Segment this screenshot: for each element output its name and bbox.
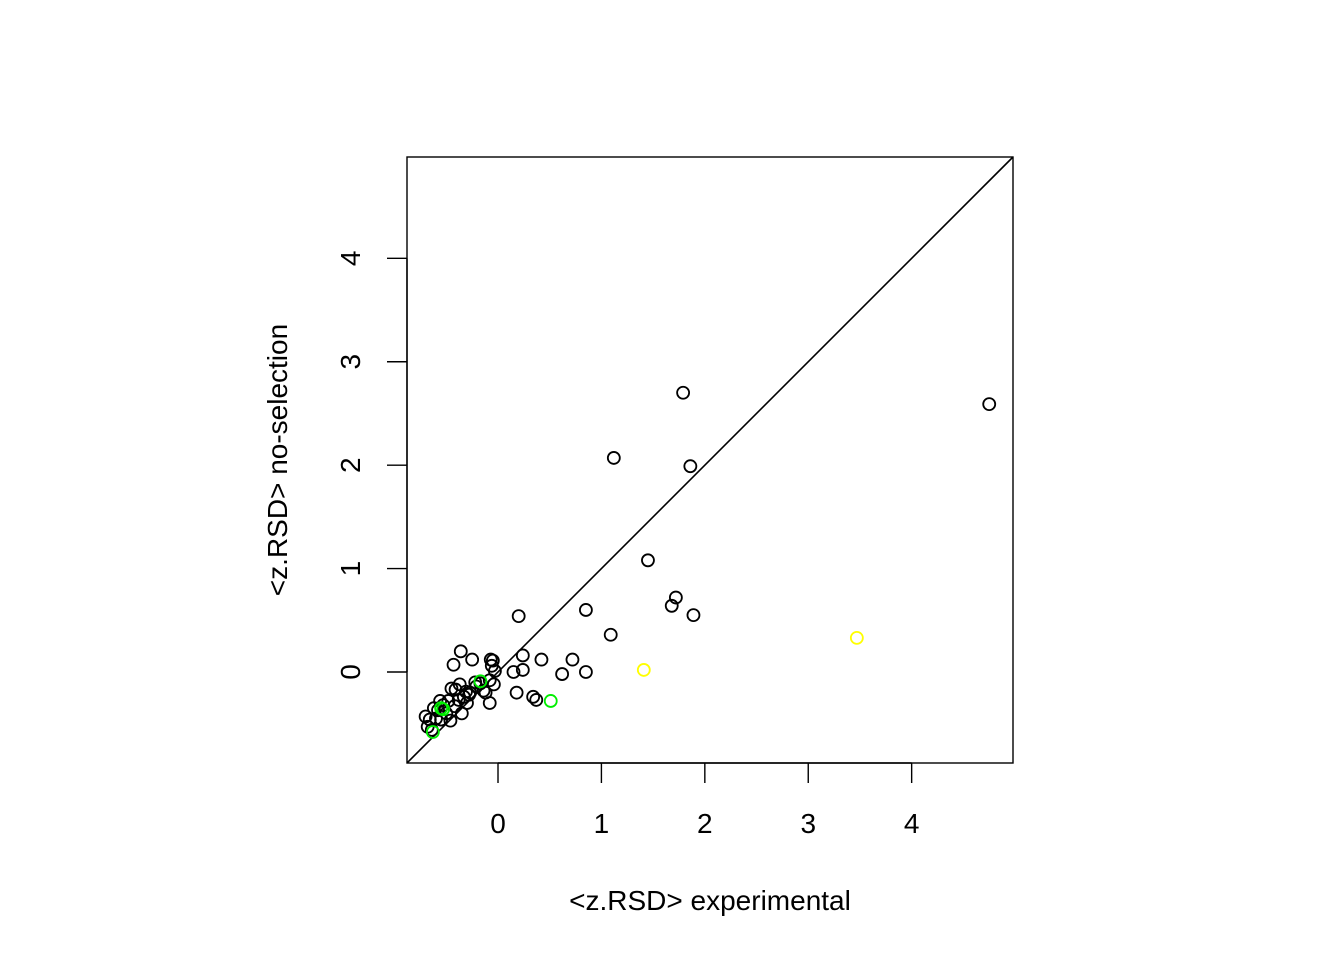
scatter-point <box>579 603 593 617</box>
reference-line-layer <box>406 156 1014 764</box>
scatter-point <box>668 590 683 605</box>
scatter-point <box>543 694 558 708</box>
reference-line <box>406 156 1014 764</box>
scatter-point <box>465 652 480 667</box>
x-tick-label: 0 <box>490 808 506 839</box>
scatter-point <box>509 685 524 700</box>
y-tick-label: 1 <box>335 561 366 577</box>
y-tick-label: 3 <box>335 354 366 370</box>
scatter-point <box>473 674 488 689</box>
scatter-point <box>636 663 651 677</box>
scatter-point <box>982 397 997 412</box>
scatter-point <box>515 663 530 677</box>
scatter-point <box>446 657 461 672</box>
x-axis: 0 1 2 3 4 <box>490 762 920 839</box>
scatter-point <box>434 701 449 716</box>
scatter-point <box>476 683 491 698</box>
y-tick-label: 4 <box>335 251 366 267</box>
x-tick-label: 4 <box>904 808 920 839</box>
scatter-point <box>579 665 593 679</box>
scatter-point <box>459 684 473 699</box>
points-layer <box>418 385 997 739</box>
scatter-point <box>443 713 458 728</box>
scatter-point <box>641 553 655 568</box>
x-tick-label: 3 <box>800 808 816 839</box>
scatter-point <box>454 706 469 721</box>
scatter-point <box>676 385 691 400</box>
scatter-point <box>683 459 698 474</box>
scatter-point <box>526 689 541 704</box>
y-axis: 0 1 2 3 4 <box>335 251 408 680</box>
y-tick-label: 2 <box>335 457 366 473</box>
scatter-point <box>506 665 521 679</box>
scatter-point <box>529 693 544 707</box>
x-axis-label: <z.RSD> experimental <box>569 885 851 916</box>
scatter-point <box>511 609 526 624</box>
scatter-point <box>555 667 570 681</box>
scatter-point <box>606 451 621 465</box>
scatter-point <box>422 712 437 727</box>
scatter-point <box>418 709 433 724</box>
x-tick-label: 1 <box>594 808 610 839</box>
scatter-point <box>515 648 530 663</box>
scatter-point <box>664 598 679 613</box>
scatter-point <box>468 675 483 690</box>
x-tick-label: 2 <box>697 808 713 839</box>
y-axis-label: <z.RSD> no-selection <box>262 324 293 596</box>
scatter-point <box>565 652 580 667</box>
scatter-point <box>486 677 501 692</box>
scatter-point <box>425 725 440 739</box>
scatter-point <box>603 627 618 642</box>
scatter-point <box>483 652 498 667</box>
scatter-point <box>686 608 701 623</box>
scatter-point <box>849 630 864 645</box>
scatter-point <box>453 644 468 659</box>
scatter-point <box>534 652 549 667</box>
y-tick-label: 0 <box>335 664 366 680</box>
scatter-point <box>444 681 459 696</box>
